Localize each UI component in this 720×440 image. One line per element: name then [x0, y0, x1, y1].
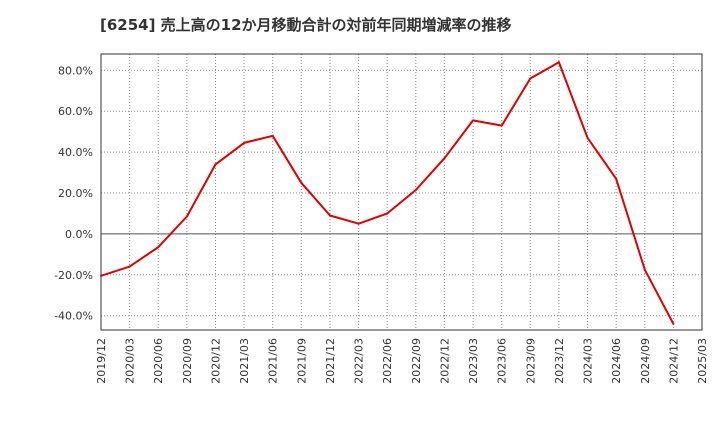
- y-tick-label: 60.0%: [58, 105, 93, 118]
- plot-background: [101, 54, 702, 330]
- y-tick-label: 80.0%: [58, 64, 93, 77]
- data-point: [557, 61, 560, 64]
- grid-lines: [100, 54, 703, 330]
- data-point: [386, 212, 389, 215]
- x-tick-label: 2023/09: [524, 338, 537, 384]
- x-tick-label: 2021/09: [295, 338, 308, 384]
- x-tick-label: 2023/03: [467, 338, 480, 384]
- x-tick-label: 2022/09: [410, 338, 423, 384]
- x-tick-label: 2024/06: [610, 338, 623, 384]
- data-point: [643, 268, 646, 271]
- x-tick-label: 2022/06: [381, 338, 394, 384]
- data-point: [443, 157, 446, 160]
- x-tick-label: 2024/12: [667, 338, 680, 384]
- y-tick-label: 20.0%: [58, 187, 93, 200]
- data-point: [414, 188, 417, 191]
- x-tick-label: 2019/12: [95, 338, 108, 384]
- x-tick-label: 2020/12: [209, 338, 222, 384]
- data-point: [672, 322, 675, 325]
- x-tick-label: 2020/09: [181, 338, 194, 384]
- x-tick-label: 2020/03: [124, 338, 137, 384]
- x-axis-labels: 2019/12 2020/03 2020/06 2020/09 2020/12 2021/…: [95, 338, 709, 384]
- x-tick-label: 2024/09: [639, 338, 652, 384]
- data-point: [185, 215, 188, 218]
- y-tick-label: 0.0%: [65, 228, 93, 241]
- x-tick-label: 2021/03: [238, 338, 251, 384]
- data-point: [357, 222, 360, 225]
- x-tick-label: 2021/12: [324, 338, 337, 384]
- data-point: [300, 181, 303, 184]
- y-tick-label: 40.0%: [58, 146, 93, 159]
- x-tick-label: 2023/12: [553, 338, 566, 384]
- data-point: [243, 141, 246, 144]
- data-point: [500, 124, 503, 127]
- data-point: [328, 214, 331, 217]
- y-axis-labels: 80.0% 60.0% 40.0% 20.0% 0.0% -20.0% -40.0%: [54, 64, 93, 322]
- data-point: [472, 119, 475, 122]
- x-tick-label: 2025/03: [696, 338, 709, 384]
- data-point: [128, 265, 131, 268]
- x-tick-label: 2024/03: [582, 338, 595, 384]
- data-point: [529, 77, 532, 80]
- data-point: [271, 134, 274, 137]
- x-tick-label: 2022/03: [353, 338, 366, 384]
- series-group: [100, 61, 675, 325]
- plot-border: [100, 53, 703, 331]
- x-tick-label: 2023/06: [496, 338, 509, 384]
- x-tick-label: 2020/06: [152, 338, 165, 384]
- chart-title: [6254] 売上高の12か月移動合計の対前年同期増減率の推移: [100, 16, 512, 34]
- data-point: [615, 177, 618, 180]
- data-point: [214, 163, 217, 166]
- data-point: [157, 246, 160, 249]
- y-tick-label: -20.0%: [54, 269, 93, 282]
- x-tick-label: 2021/06: [267, 338, 280, 384]
- x-tick-label: 2022/12: [438, 338, 451, 384]
- data-point: [586, 136, 589, 139]
- y-tick-label: -40.0%: [54, 310, 93, 323]
